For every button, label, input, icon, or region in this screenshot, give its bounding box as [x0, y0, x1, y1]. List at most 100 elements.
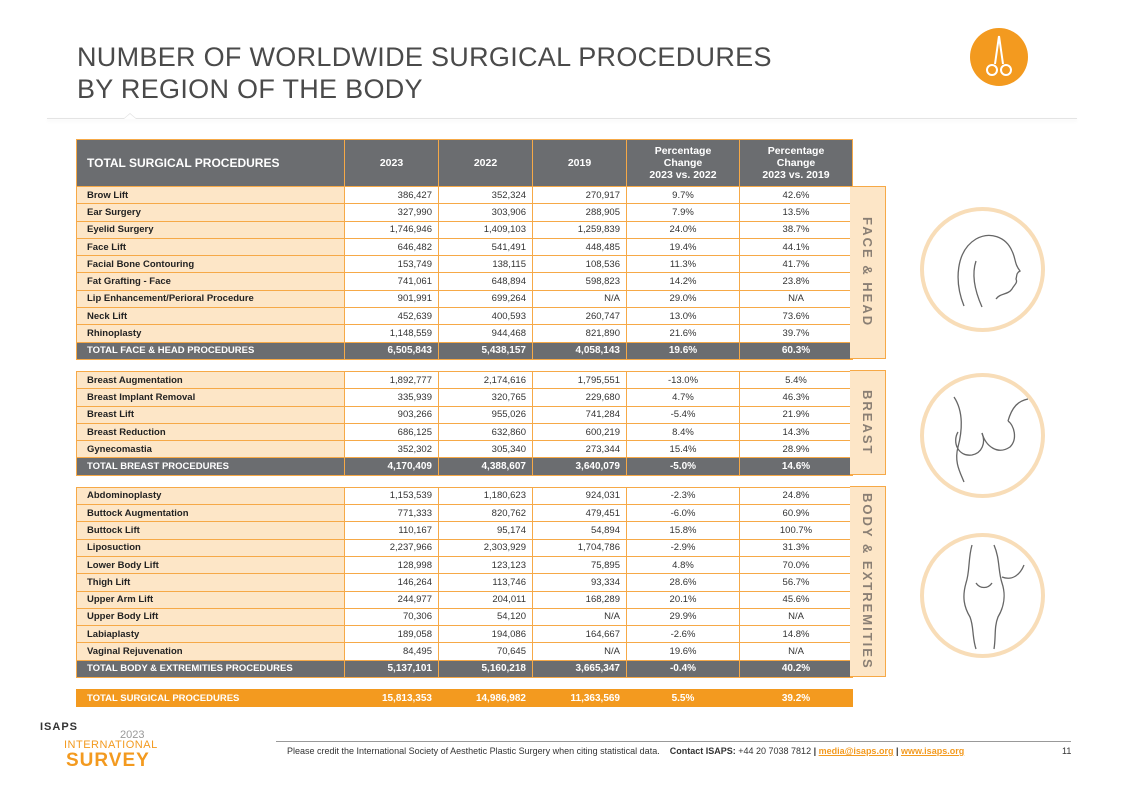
- procedure-name-cell: Buttock Augmentation: [76, 504, 345, 523]
- count-cell: 11,363,569: [532, 689, 627, 708]
- count-cell: 352,302: [344, 440, 439, 459]
- percent-change-cell: 45.6%: [739, 590, 853, 609]
- percent-change-cell: 56.7%: [739, 573, 853, 592]
- title-divider: [47, 118, 1077, 119]
- count-cell: 70,306: [344, 607, 439, 627]
- count-cell: 54,894: [532, 521, 627, 540]
- count-cell: N/A: [532, 289, 627, 309]
- percent-change-cell: 4.8%: [626, 555, 740, 575]
- logo-year: 2023: [120, 729, 145, 741]
- count-cell: 327,990: [344, 203, 439, 222]
- percent-change-cell: 19.6%: [626, 642, 740, 661]
- table-row: Breast Reduction 686,125 632,860 600,219 8.4…: [76, 422, 853, 442]
- percent-change-cell: 14.6%: [739, 457, 853, 476]
- percent-change-cell: 40.2%: [739, 659, 853, 679]
- count-cell: 955,026: [438, 405, 533, 424]
- percent-change-cell: -6.0%: [626, 504, 740, 523]
- logo-badge: ISAPS: [40, 721, 79, 733]
- percent-change-cell: 5.5%: [626, 689, 740, 708]
- surgical-scissors-icon: [970, 28, 1028, 86]
- table-row: Upper Arm Lift 244,977 204,011 168,289 20.1%…: [76, 590, 853, 609]
- count-cell: 4,170,409: [344, 457, 439, 476]
- table-row: Buttock Augmentation 771,333 820,762 479,45…: [76, 504, 853, 523]
- footer-credit: Please credit the International Society …: [287, 746, 660, 756]
- percent-change-cell: 14.2%: [626, 272, 740, 291]
- percent-change-cell: 73.6%: [739, 307, 853, 326]
- percent-change-cell: 70.0%: [739, 555, 853, 575]
- procedure-name-cell: Lip Enhancement/Perioral Procedure: [76, 289, 345, 309]
- procedure-name-cell: Rhinoplasty: [76, 324, 345, 343]
- body-figure-icon: [920, 533, 1045, 658]
- percent-change-cell: N/A: [739, 642, 853, 661]
- count-cell: 335,939: [344, 388, 439, 407]
- procedure-name-cell: Gynecomastia: [76, 440, 345, 459]
- percent-change-cell: 60.9%: [739, 504, 853, 523]
- procedure-name-cell: Lower Body Lift: [76, 555, 345, 575]
- section-spacer-cell: [76, 475, 853, 488]
- table-row: Neck Lift 452,639 400,593 260,747 13.0% 73.6%: [76, 307, 853, 326]
- percent-change-cell: 20.1%: [626, 590, 740, 609]
- header-change-2019-line2: Change: [776, 157, 816, 169]
- count-cell: 598,823: [532, 272, 627, 291]
- section-total-row: TOTAL BREAST PROCEDURES 4,170,409 4,388,60…: [76, 457, 853, 476]
- procedure-name-cell: Ear Surgery: [76, 203, 345, 222]
- procedure-name-cell: Facial Bone Contouring: [76, 255, 345, 274]
- header-procedure: TOTAL SURGICAL PROCEDURES: [76, 139, 345, 187]
- region-text: BREAST: [860, 389, 875, 456]
- header-2019: 2019: [532, 139, 627, 187]
- section-total-row: TOTAL FACE & HEAD PROCEDURES 6,505,843 5,4…: [76, 341, 853, 360]
- count-cell: 1,148,559: [344, 324, 439, 343]
- count-cell: 303,906: [438, 203, 533, 222]
- table-header-row: TOTAL SURGICAL PROCEDURES 2023 2022 2019…: [76, 139, 853, 187]
- procedure-name-cell: Fat Grafting - Face: [76, 272, 345, 291]
- count-cell: 6,505,843: [344, 341, 439, 360]
- count-cell: 452,639: [344, 307, 439, 326]
- count-cell: 14,986,982: [438, 689, 533, 708]
- procedure-name-cell: Buttock Lift: [76, 521, 345, 540]
- page-number: 11: [1062, 746, 1072, 756]
- procedure-name-cell: Upper Arm Lift: [76, 590, 345, 609]
- table-row: Lower Body Lift 128,998 123,123 75,895 4.8% 7…: [76, 555, 853, 575]
- footer-web-link[interactable]: www.isaps.org: [901, 746, 965, 756]
- count-cell: 903,266: [344, 405, 439, 424]
- table-row: Abdominoplasty 1,153,539 1,180,623 924,031-…: [76, 486, 853, 506]
- procedure-name-cell: Abdominoplasty: [76, 486, 345, 506]
- count-cell: 479,451: [532, 504, 627, 523]
- percent-change-cell: 24.8%: [739, 486, 853, 506]
- count-cell: 138,115: [438, 255, 533, 274]
- count-cell: 15,813,353: [344, 689, 439, 708]
- percent-change-cell: 38.7%: [739, 220, 853, 239]
- count-cell: 901,991: [344, 289, 439, 309]
- percent-change-cell: 5.4%: [739, 370, 853, 390]
- percent-change-cell: 42.6%: [739, 185, 853, 205]
- percent-change-cell: 21.6%: [626, 324, 740, 343]
- page-title: NUMBER OF WORLDWIDE SURGICAL PROCEDURES …: [77, 41, 772, 105]
- count-cell: 305,340: [438, 440, 533, 459]
- percent-change-cell: N/A: [739, 289, 853, 309]
- percent-change-cell: 39.7%: [739, 324, 853, 343]
- procedure-name-cell: Eyelid Surgery: [76, 220, 345, 239]
- header-2023: 2023: [344, 139, 439, 187]
- count-cell: 944,468: [438, 324, 533, 343]
- count-cell: 5,160,218: [438, 659, 533, 679]
- percent-change-cell: 23.8%: [739, 272, 853, 291]
- section-spacer: [76, 475, 853, 488]
- percent-change-cell: 8.4%: [626, 422, 740, 442]
- count-cell: 448,485: [532, 237, 627, 257]
- table-row: Buttock Lift 110,167 95,174 54,894 15.8% 100.…: [76, 521, 853, 540]
- percent-change-cell: -5.4%: [626, 405, 740, 424]
- percent-change-cell: 29.9%: [626, 607, 740, 627]
- percent-change-cell: 44.1%: [739, 237, 853, 257]
- procedure-name-cell: Labiaplasty: [76, 625, 345, 644]
- count-cell: 4,388,607: [438, 457, 533, 476]
- count-cell: 541,491: [438, 237, 533, 257]
- count-cell: 320,765: [438, 388, 533, 407]
- count-cell: 113,746: [438, 573, 533, 592]
- table-row: Ear Surgery 327,990 303,906 288,905 7.9% 13.5…: [76, 203, 853, 222]
- procedure-name-cell: TOTAL BODY & EXTREMITIES PROCEDURES: [76, 659, 345, 679]
- percent-change-cell: -2.9%: [626, 538, 740, 557]
- percent-change-cell: N/A: [739, 607, 853, 627]
- footer-email-link[interactable]: media@isaps.org: [818, 746, 894, 756]
- count-cell: 204,011: [438, 590, 533, 609]
- logo-survey: SURVEY: [66, 750, 150, 771]
